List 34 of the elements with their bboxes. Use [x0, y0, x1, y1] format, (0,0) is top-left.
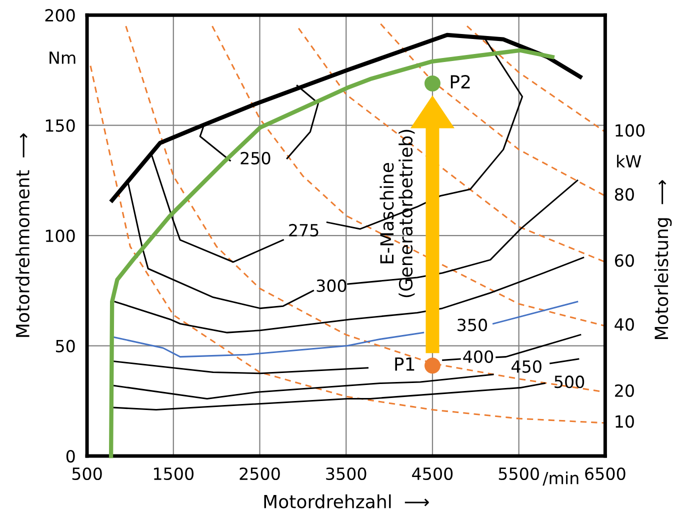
x-tick-label: 6500 — [585, 467, 626, 480]
text: /min — [542, 471, 578, 486]
y-axis-title: Motordrehmoment ⟶ — [16, 133, 30, 337]
x-tick-label: 3500 — [326, 467, 366, 480]
y2-axis-title: Motorleistung ⟶ — [654, 180, 672, 339]
series-label: 450 — [512, 360, 542, 373]
series-label: 20 — [615, 384, 634, 397]
series-label: 300 — [316, 279, 346, 292]
series-label: 80 — [614, 188, 634, 201]
x-tick-label: 2500 — [240, 467, 280, 480]
series-label: 350 — [458, 318, 488, 332]
series-label: 500 — [554, 376, 584, 388]
x-tick-label: 1500 — [154, 467, 194, 480]
x-tick-label: 5500 — [498, 467, 539, 480]
y-tick-label: 100 — [46, 230, 75, 242]
series-label: 400 — [463, 350, 494, 363]
text: kW — [617, 154, 642, 168]
series-label: 10 — [616, 415, 634, 428]
x-axis-title: Motordrehzahl ⟶ — [264, 494, 429, 508]
annotation: P1 — [395, 357, 414, 371]
annotation: P2 — [450, 75, 470, 88]
series-label: 250 — [240, 152, 270, 164]
y-tick-label: 150 — [46, 119, 75, 132]
series-label: 275 — [289, 224, 318, 237]
y-tick-label: 0 — [66, 450, 75, 463]
y-tick-label: 50 — [56, 340, 75, 352]
x-tick-label: 4500 — [412, 467, 453, 480]
text: Nm — [50, 52, 76, 64]
x-tick-label: 500 — [72, 467, 102, 480]
series-label: 100 — [616, 124, 645, 137]
annotation: E-Maschine (Generatorbetrieb) — [380, 130, 415, 298]
series-label: 40 — [614, 318, 634, 331]
series-label: 60 — [615, 254, 634, 267]
y-tick-label: 200 — [45, 9, 75, 22]
